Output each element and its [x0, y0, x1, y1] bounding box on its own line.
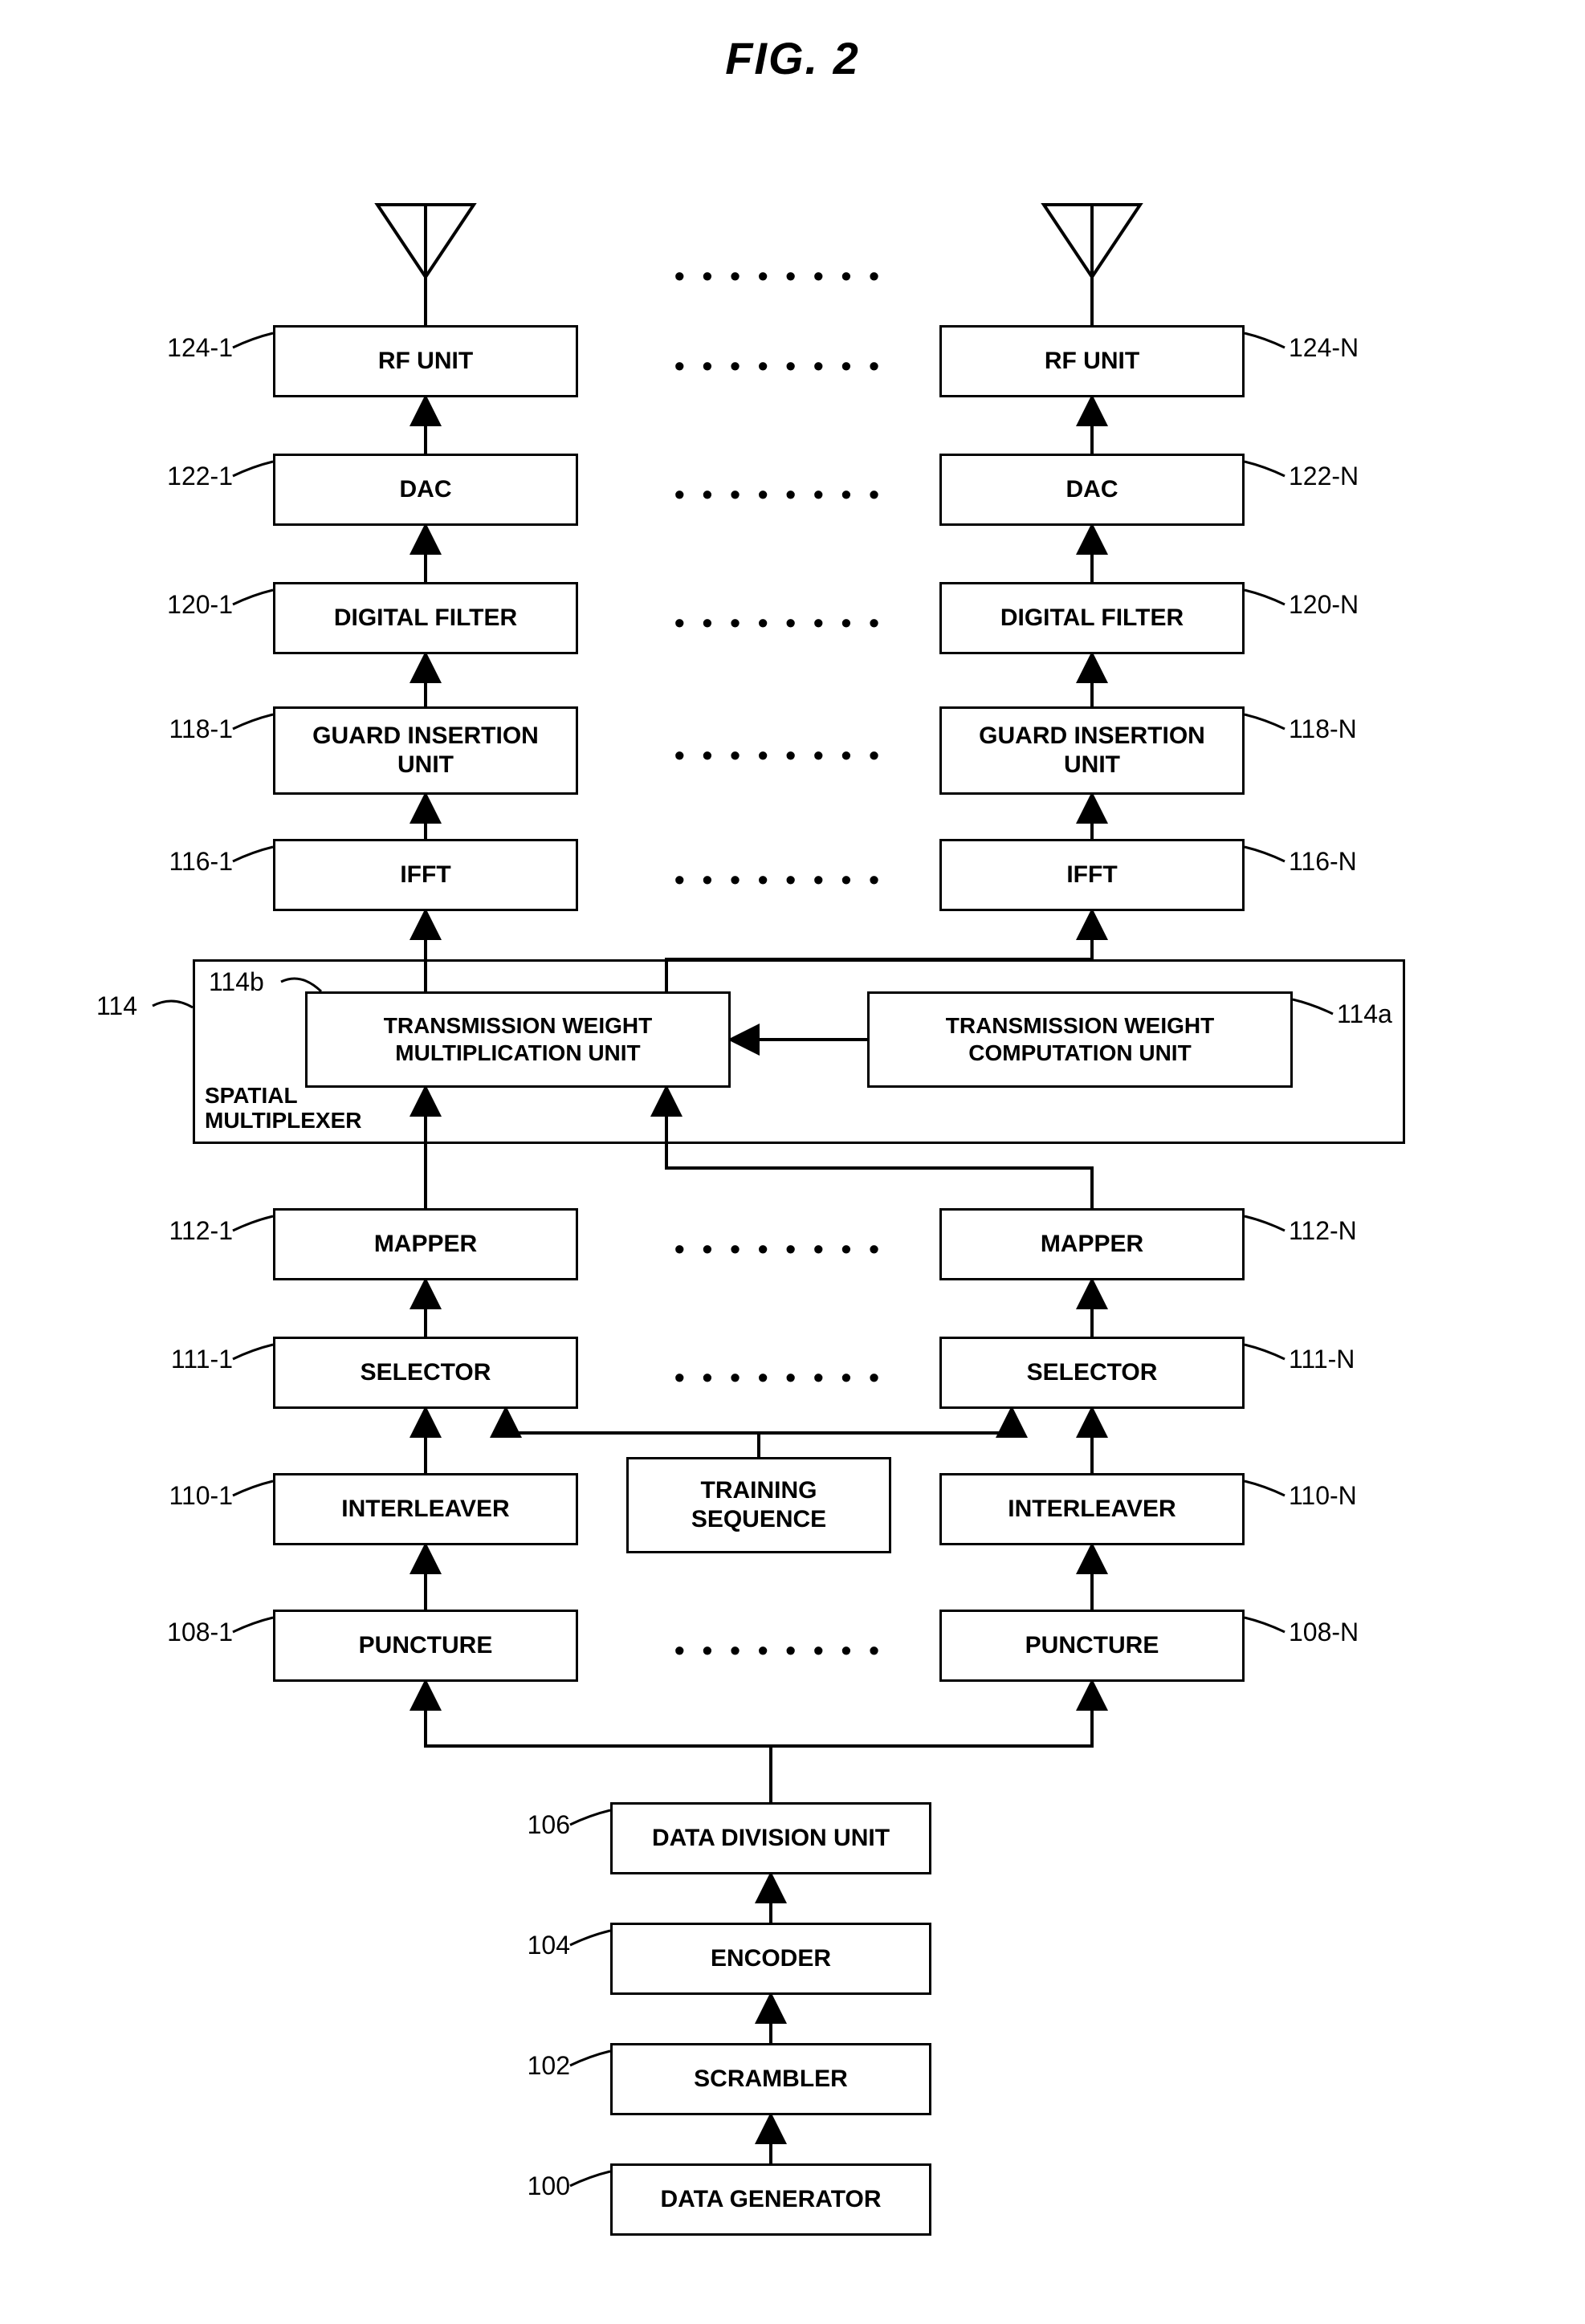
ref-rf_l: 124-1	[128, 333, 233, 363]
spatial-multiplexer-label: SPATIALMULTIPLEXER	[205, 1084, 361, 1134]
ref-scrambler: 102	[466, 2051, 570, 2081]
ellipsis-dots: • • • • • • • •	[674, 739, 884, 772]
block-scrambler: SCRAMBLER	[610, 2043, 931, 2115]
block-selector_r: SELECTOR	[939, 1337, 1245, 1409]
block-data_division: DATA DIVISION UNIT	[610, 1802, 931, 1874]
ellipsis-dots: • • • • • • • •	[674, 1232, 884, 1266]
ellipsis-dots: • • • • • • • •	[674, 478, 884, 511]
ref-dfilter_r: 120-N	[1289, 590, 1359, 620]
ellipsis-dots: • • • • • • • •	[674, 1634, 884, 1667]
ref-interleaver_l: 110-1	[128, 1481, 233, 1511]
ref-guard_l: 118-1	[128, 714, 233, 744]
ref-data_generator: 100	[466, 2171, 570, 2201]
block-puncture_r: PUNCTURE	[939, 1610, 1245, 1682]
block-dfilter_l: DIGITAL FILTER	[273, 582, 578, 654]
ref-dfilter_l: 120-1	[128, 590, 233, 620]
block-selector_l: SELECTOR	[273, 1337, 578, 1409]
block-guard_r: GUARD INSERTIONUNIT	[939, 706, 1245, 795]
ref-puncture_r: 108-N	[1289, 1618, 1359, 1647]
figure-title: FIG. 2	[32, 32, 1553, 84]
block-ifft_r: IFFT	[939, 839, 1245, 911]
block-mapper_r: MAPPER	[939, 1208, 1245, 1280]
ref-rf_r: 124-N	[1289, 333, 1359, 363]
block-dac_r: DAC	[939, 454, 1245, 526]
ellipsis-dots: • • • • • • • •	[674, 1361, 884, 1394]
block-rf_r: RF UNIT	[939, 325, 1245, 397]
block-interleaver_l: INTERLEAVER	[273, 1473, 578, 1545]
ellipsis-dots: • • • • • • • •	[674, 863, 884, 897]
antenna-left	[377, 205, 474, 325]
ref-spatial-multiplexer: 114	[96, 991, 137, 1021]
block-training_seq: TRAININGSEQUENCE	[626, 1457, 891, 1553]
ellipsis-dots: • • • • • • • •	[674, 606, 884, 640]
antenna-right	[1044, 205, 1140, 325]
ref-ifft_r: 116-N	[1289, 847, 1357, 877]
spatial-multiplexer-container	[193, 959, 1405, 1144]
block-ifft_l: IFFT	[273, 839, 578, 911]
ref-dac_r: 122-N	[1289, 462, 1359, 491]
ref-dac_l: 122-1	[128, 462, 233, 491]
block-puncture_l: PUNCTURE	[273, 1610, 578, 1682]
block-rf_l: RF UNIT	[273, 325, 578, 397]
block-guard_l: GUARD INSERTIONUNIT	[273, 706, 578, 795]
ref-encoder: 104	[466, 1931, 570, 1960]
ref-mapper_l: 112-1	[128, 1216, 233, 1246]
ref-selector_r: 111-N	[1289, 1345, 1355, 1374]
block-diagram: DATA GENERATOR 100 SCRAMBLER 102 ENCODER 104 D…	[32, 108, 1553, 2276]
block-data_generator: DATA GENERATOR	[610, 2163, 931, 2236]
block-interleaver_r: INTERLEAVER	[939, 1473, 1245, 1545]
ref-interleaver_r: 110-N	[1289, 1481, 1357, 1511]
ref-selector_l: 111-1	[128, 1345, 233, 1374]
ref-data_division: 106	[466, 1810, 570, 1840]
block-mapper_l: MAPPER	[273, 1208, 578, 1280]
ref-ifft_l: 116-1	[128, 847, 233, 877]
ref-guard_r: 118-N	[1289, 714, 1357, 744]
block-encoder: ENCODER	[610, 1923, 931, 1995]
block-dfilter_r: DIGITAL FILTER	[939, 582, 1245, 654]
ref-mapper_r: 112-N	[1289, 1216, 1357, 1246]
ellipsis-dots: • • • • • • • •	[674, 349, 884, 383]
ref-puncture_l: 108-1	[128, 1618, 233, 1647]
block-dac_l: DAC	[273, 454, 578, 526]
ellipsis-dots: • • • • • • • •	[674, 259, 884, 293]
